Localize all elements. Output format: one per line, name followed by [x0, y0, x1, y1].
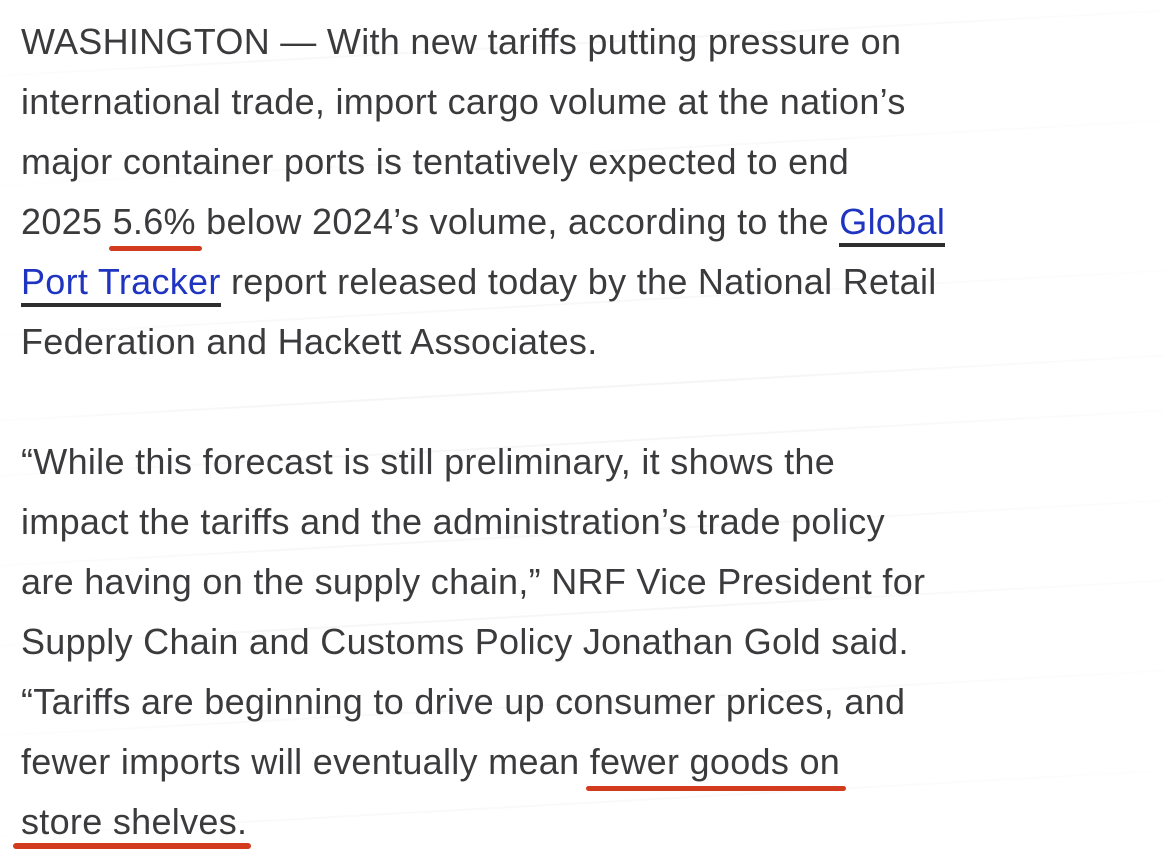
- text-line: “While this forecast is still preliminar…: [21, 441, 836, 482]
- text-line: store shelves.: [21, 792, 1144, 852]
- text-line: impact the tariffs and the administratio…: [21, 501, 885, 542]
- text-segment: 2025: [21, 201, 113, 242]
- text-line: fewer imports will eventually mean fewer…: [21, 732, 1144, 792]
- annotated-stat: 5.6%: [112, 201, 196, 242]
- text-line: Port Tracker report released today by th…: [21, 252, 1144, 312]
- paragraph-quote: “While this forecast is still preliminar…: [21, 432, 1144, 852]
- global-port-tracker-link[interactable]: Global: [839, 201, 946, 247]
- text-line: are having on the supply chain,” NRF Vic…: [21, 561, 926, 602]
- annotated-phrase: store shelves.: [21, 801, 248, 842]
- annotated-phrase: fewer goods on: [589, 741, 841, 782]
- text-line: WASHINGTON — With new tariffs putting pr…: [21, 21, 902, 62]
- text-segment: below 2024’s volume, according to the: [195, 201, 840, 242]
- text-line: “Tariffs are beginning to drive up consu…: [21, 681, 906, 722]
- text-line: international trade, import cargo volume…: [21, 81, 906, 122]
- text-line: Supply Chain and Customs Policy Jonathan…: [21, 621, 909, 662]
- text-line: major container ports is tentatively exp…: [21, 141, 850, 182]
- text-line: Federation and Hackett Associates.: [21, 321, 598, 362]
- text-segment: fewer imports will eventually mean: [21, 741, 590, 782]
- text-line: 2025 5.6% below 2024’s volume, according…: [21, 192, 1144, 252]
- text-segment: report released today by the National Re…: [220, 261, 937, 302]
- paragraph-lede: WASHINGTON — With new tariffs putting pr…: [21, 12, 1144, 372]
- global-port-tracker-link[interactable]: Port Tracker: [21, 261, 221, 307]
